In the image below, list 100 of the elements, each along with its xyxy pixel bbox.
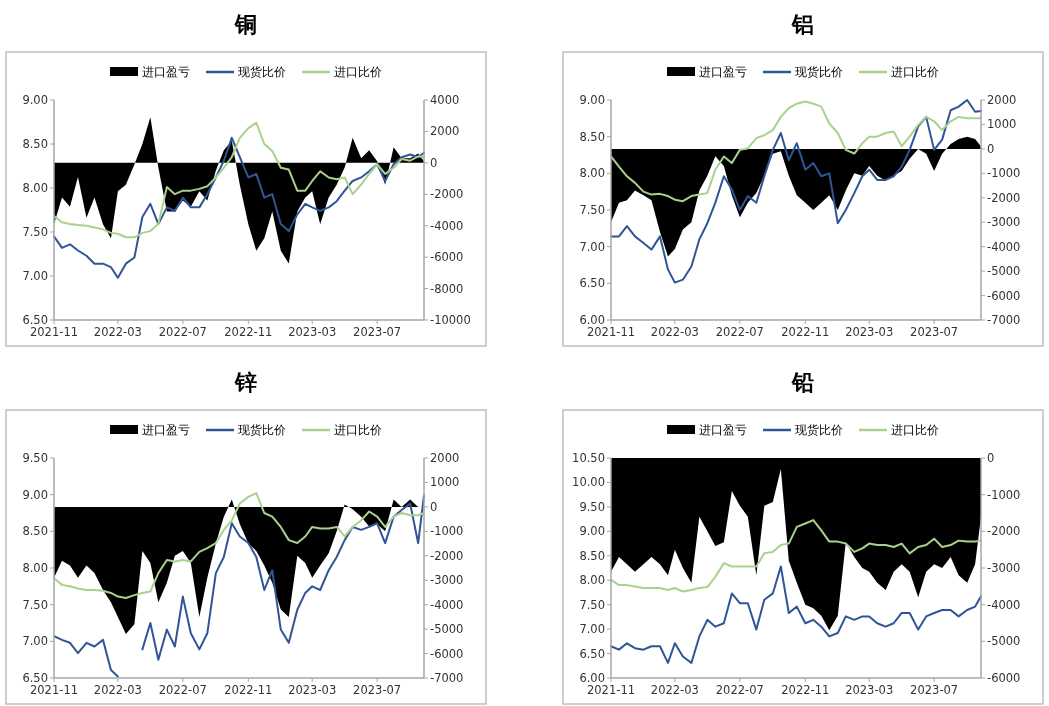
y2-tick-label: -6000 (987, 671, 1021, 685)
y2-tick-label: 4000 (430, 93, 460, 107)
y-tick-label: 8.00 (22, 181, 48, 195)
chart-title: 铜 (234, 12, 257, 37)
x-tick-label: 2022-11 (224, 325, 273, 339)
y2-tick-label: -5000 (430, 622, 464, 637)
y-tick-label: 6.50 (579, 646, 605, 661)
y-tick-label: 7.00 (579, 239, 605, 254)
y-tick-label: 8.50 (579, 129, 605, 144)
y-tick-label: 8.00 (22, 561, 48, 575)
y-tick-label: 6.00 (579, 671, 605, 685)
chart-title: 锌 (234, 370, 257, 395)
y-tick-label: 6.50 (22, 671, 48, 685)
x-tick-label: 2022-03 (93, 325, 142, 339)
legend-label: 进口比价 (891, 65, 939, 79)
y2-tick-label: -6000 (430, 250, 464, 265)
legend-label: 现货比价 (238, 65, 286, 79)
y2-tick-label: -1000 (987, 166, 1021, 181)
y2-tick-label: -6000 (430, 646, 464, 661)
legend-label: 进口比价 (334, 423, 382, 437)
y2-tick-label: -5000 (987, 264, 1021, 279)
y2-tick-label: -5000 (987, 634, 1021, 649)
y2-tick-label: -4000 (430, 218, 464, 233)
y-tick-label: 9.00 (22, 487, 48, 502)
y-tick-label: 8.50 (22, 137, 48, 151)
x-tick-label: 2022-03 (650, 325, 699, 339)
y2-tick-label: -4000 (987, 597, 1021, 612)
x-tick-label: 2021-11 (586, 325, 636, 339)
y2-tick-label: 0 (430, 155, 438, 170)
legend-label: 现货比价 (238, 423, 286, 437)
y2-tick-label: -3000 (987, 215, 1021, 230)
y2-tick-label: -6000 (987, 288, 1021, 303)
legend-label: 进口比价 (334, 65, 382, 79)
x-tick-label: 2022-07 (715, 325, 764, 339)
y2-tick-label: 0 (987, 141, 995, 156)
y2-tick-label: -4000 (987, 239, 1021, 254)
chart-title: 铅 (791, 370, 814, 395)
x-tick-label: 2023-07 (353, 683, 402, 697)
x-tick-label: 2021-11 (29, 683, 79, 697)
chart-title: 铝 (791, 12, 814, 37)
x-tick-label: 2022-11 (781, 325, 830, 339)
y2-tick-label: -2000 (430, 548, 464, 563)
y2-tick-label: 1000 (987, 117, 1017, 132)
x-tick-label: 2022-07 (158, 683, 207, 697)
x-tick-label: 2022-11 (224, 683, 273, 697)
y2-tick-label: 0 (430, 499, 438, 514)
y2-tick-label: -7000 (987, 313, 1021, 327)
x-tick-label: 2023-07 (910, 325, 959, 339)
x-tick-label: 2023-03 (288, 325, 337, 339)
y2-tick-label: -10000 (430, 313, 471, 327)
x-tick-label: 2023-03 (845, 325, 894, 339)
y2-tick-label: -2000 (987, 524, 1021, 539)
x-tick-label: 2023-03 (845, 683, 894, 697)
y2-tick-label: -1000 (430, 524, 464, 539)
y-tick-label: 6.00 (579, 313, 605, 327)
y2-tick-label: -2000 (430, 187, 464, 202)
y-tick-label: 7.00 (579, 622, 605, 637)
y-tick-label: 7.50 (22, 597, 48, 612)
y2-tick-label: -8000 (430, 281, 464, 296)
y-tick-label: 7.50 (22, 225, 48, 239)
y2-tick-label: -4000 (430, 597, 464, 612)
x-tick-label: 2022-11 (781, 683, 830, 697)
y-tick-label: 8.50 (22, 524, 48, 539)
y-tick-label: 6.50 (579, 276, 605, 291)
y2-tick-label: 2000 (430, 124, 460, 139)
x-tick-label: 2023-07 (910, 683, 959, 697)
y-tick-label: 8.50 (579, 548, 605, 563)
y-tick-label: 9.50 (22, 451, 48, 465)
x-tick-label: 2021-11 (29, 325, 79, 339)
legend-label: 进口盈亏 (699, 423, 747, 437)
legend-label: 现货比价 (795, 65, 843, 79)
y-tick-label: 10.50 (572, 451, 605, 465)
y-tick-label: 9.50 (579, 499, 605, 514)
y-tick-label: 10.00 (572, 475, 605, 490)
x-tick-label: 2021-11 (586, 683, 636, 697)
y-tick-label: 6.50 (22, 313, 48, 327)
x-tick-label: 2022-03 (650, 683, 699, 697)
x-tick-label: 2023-03 (288, 683, 337, 697)
y2-tick-label: 1000 (430, 475, 460, 490)
y-tick-label: 9.00 (579, 93, 605, 107)
y2-tick-label: 2000 (987, 93, 1017, 107)
legend-label: 进口盈亏 (142, 423, 190, 437)
y2-tick-label: 0 (987, 451, 995, 465)
y-tick-label: 8.00 (579, 166, 605, 181)
y-tick-label: 7.00 (22, 269, 48, 283)
y2-tick-label: -7000 (430, 671, 464, 685)
y2-tick-label: -3000 (430, 573, 464, 588)
y2-tick-label: -1000 (987, 487, 1021, 502)
legend-label: 进口盈亏 (699, 65, 747, 79)
y-tick-label: 7.50 (579, 597, 605, 612)
y-tick-label: 7.50 (579, 203, 605, 217)
x-tick-label: 2022-07 (158, 325, 207, 339)
y2-tick-label: -2000 (987, 190, 1021, 205)
y-tick-label: 7.00 (22, 634, 48, 649)
y2-tick-label: 2000 (430, 451, 460, 465)
y-tick-label: 8.00 (579, 573, 605, 588)
legend-label: 进口盈亏 (142, 65, 190, 79)
legend-label: 现货比价 (795, 423, 843, 437)
x-tick-label: 2022-03 (93, 683, 142, 697)
y2-tick-label: -3000 (987, 561, 1021, 575)
